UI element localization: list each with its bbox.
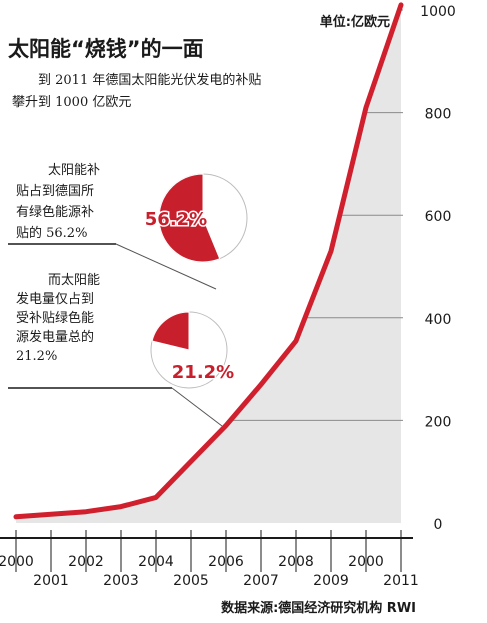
chart-subtitle-line-1: 到 2011 年德国太阳能光伏发电的补贴 [38,72,261,88]
annotation-text-line: 贴的 56.2% [16,225,87,241]
series-line [13,2,404,520]
chart-subtitle-line-2: 攀升到 1000 亿欧元 [12,95,131,110]
pie-value-label: 56.2% [145,209,207,230]
x-tick-label: 2011 [383,573,419,589]
y-tick-label: 1000 [420,4,456,20]
data-point [259,382,263,386]
pie-value-label: 21.2% [172,362,234,383]
data-point [224,424,228,428]
annotation-leader [115,243,217,290]
grid-layer [230,9,403,421]
x-tick-label: 2001 [33,573,69,589]
x-tick-label: 2006 [208,554,244,570]
annotation-text-line: 发电量仅占到 [16,291,94,307]
line-layer [13,2,404,520]
y-tick-label: 600 [425,209,452,225]
y-tick-label: 400 [425,312,452,328]
chart-title: 太阳能“烧钱”的一面 [8,37,204,61]
area-fill [16,4,401,523]
source-note: 数据来源:德国经济研究机构 RWI [221,600,416,616]
annotation-text-line: 太阳能补 [48,163,100,178]
annotation-text-line: 贴占到德国所 [16,184,94,199]
area-layer [16,4,401,523]
pie-slice [151,311,190,351]
x-tick-label: 2000 [0,554,34,570]
y-tick-label: 200 [425,414,452,430]
data-point [294,339,298,343]
data-point [84,510,88,514]
data-point [329,249,333,253]
x-tick-label: 2007 [243,573,279,589]
y-tick-label: 800 [425,107,452,123]
annotation-text-line: 有绿色能源补 [16,204,94,220]
axis-layer: 2000200120022003200420052006200720082009… [0,4,456,589]
data-point [189,459,193,463]
annotation-leader [171,387,223,427]
data-point [154,495,158,499]
x-tick-label: 2008 [278,554,314,570]
data-point [49,512,53,516]
x-tick-label: 2003 [103,573,139,589]
x-tick-label: 2005 [173,573,209,589]
annotation-text-line: 而太阳能 [48,273,100,288]
unit-label: 单位:亿欧元 [320,14,390,30]
x-tick-label: 2002 [68,554,104,570]
data-point [119,505,123,509]
x-tick-label: 2009 [313,573,349,589]
x-tick-label: 2004 [138,554,174,570]
data-point [364,105,368,109]
annotation-text-line: 21.2% [16,349,57,364]
annotation-text-line: 源发电量总的 [16,329,94,345]
x-tick-label: 2000 [348,554,384,570]
y-tick-label: 0 [434,517,443,533]
annotation-text-line: 受补贴绿色能 [16,310,94,326]
data-point [14,515,18,519]
data-point [399,3,403,7]
pie-slice [158,173,221,263]
